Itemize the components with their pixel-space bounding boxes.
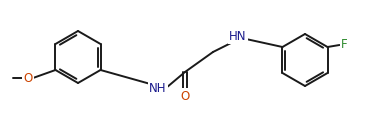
Text: O: O xyxy=(180,89,190,103)
Text: F: F xyxy=(341,38,348,51)
Text: O: O xyxy=(23,72,33,84)
Text: HN: HN xyxy=(229,30,247,42)
Text: NH: NH xyxy=(149,82,167,95)
